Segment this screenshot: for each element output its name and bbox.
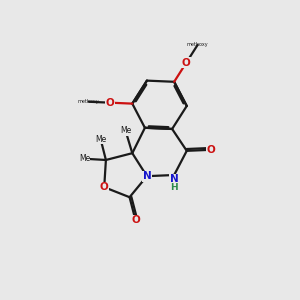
Text: N: N — [170, 174, 178, 184]
Text: O: O — [206, 145, 215, 155]
Text: Me: Me — [120, 127, 131, 136]
Text: O: O — [106, 98, 114, 108]
Text: O: O — [182, 58, 190, 68]
Text: O: O — [100, 182, 109, 192]
Text: Me: Me — [79, 154, 90, 163]
Text: methoxy: methoxy — [78, 99, 100, 104]
Text: methoxy: methoxy — [187, 43, 208, 47]
Text: Me: Me — [95, 135, 106, 144]
Text: N: N — [142, 171, 151, 181]
Text: H: H — [170, 182, 178, 191]
Text: O: O — [131, 215, 140, 225]
